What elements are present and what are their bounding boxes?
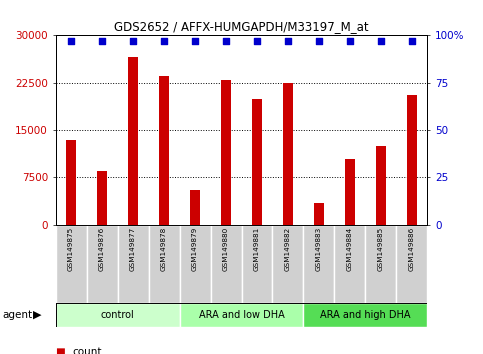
- Bar: [366, 225, 397, 303]
- Bar: [190, 190, 200, 225]
- Point: [129, 38, 137, 44]
- Text: GSM149884: GSM149884: [347, 227, 353, 272]
- Text: ■: ■: [56, 347, 69, 354]
- Text: ▶: ▶: [33, 310, 42, 320]
- Point: [98, 38, 106, 44]
- Text: GSM149879: GSM149879: [192, 227, 198, 272]
- Text: GSM149876: GSM149876: [99, 227, 105, 272]
- Text: GSM149883: GSM149883: [316, 227, 322, 272]
- Text: GSM149878: GSM149878: [161, 227, 167, 272]
- Bar: [397, 225, 427, 303]
- Bar: [66, 139, 76, 225]
- Text: ARA and low DHA: ARA and low DHA: [199, 310, 284, 320]
- Bar: [97, 171, 107, 225]
- Text: control: control: [100, 310, 134, 320]
- Bar: [180, 303, 303, 327]
- Point: [377, 38, 385, 44]
- Bar: [221, 80, 231, 225]
- Bar: [303, 225, 334, 303]
- Bar: [344, 159, 355, 225]
- Bar: [180, 225, 211, 303]
- Text: GSM149880: GSM149880: [223, 227, 229, 272]
- Bar: [407, 95, 417, 225]
- Bar: [376, 146, 386, 225]
- Bar: [303, 303, 427, 327]
- Bar: [56, 225, 86, 303]
- Point: [222, 38, 230, 44]
- Text: GSM149882: GSM149882: [285, 227, 291, 272]
- Bar: [272, 225, 303, 303]
- Bar: [117, 225, 149, 303]
- Bar: [86, 225, 117, 303]
- Text: GSM149881: GSM149881: [254, 227, 260, 272]
- Bar: [158, 76, 170, 225]
- Point: [346, 38, 354, 44]
- Point: [191, 38, 199, 44]
- Bar: [242, 225, 272, 303]
- Point: [284, 38, 292, 44]
- Point: [408, 38, 416, 44]
- Text: count: count: [72, 347, 102, 354]
- Point: [160, 38, 168, 44]
- Bar: [334, 225, 366, 303]
- Text: GSM149877: GSM149877: [130, 227, 136, 272]
- Bar: [211, 225, 242, 303]
- Bar: [313, 203, 325, 225]
- Text: agent: agent: [2, 310, 32, 320]
- Bar: [283, 83, 293, 225]
- Text: ARA and high DHA: ARA and high DHA: [320, 310, 411, 320]
- Title: GDS2652 / AFFX-HUMGAPDH/M33197_M_at: GDS2652 / AFFX-HUMGAPDH/M33197_M_at: [114, 20, 369, 33]
- Point: [253, 38, 261, 44]
- Point: [67, 38, 75, 44]
- Text: GSM149886: GSM149886: [409, 227, 415, 272]
- Point: [315, 38, 323, 44]
- Bar: [128, 57, 139, 225]
- Text: GSM149875: GSM149875: [68, 227, 74, 272]
- Text: GSM149885: GSM149885: [378, 227, 384, 272]
- Bar: [149, 225, 180, 303]
- Bar: [252, 98, 262, 225]
- Bar: [56, 303, 180, 327]
